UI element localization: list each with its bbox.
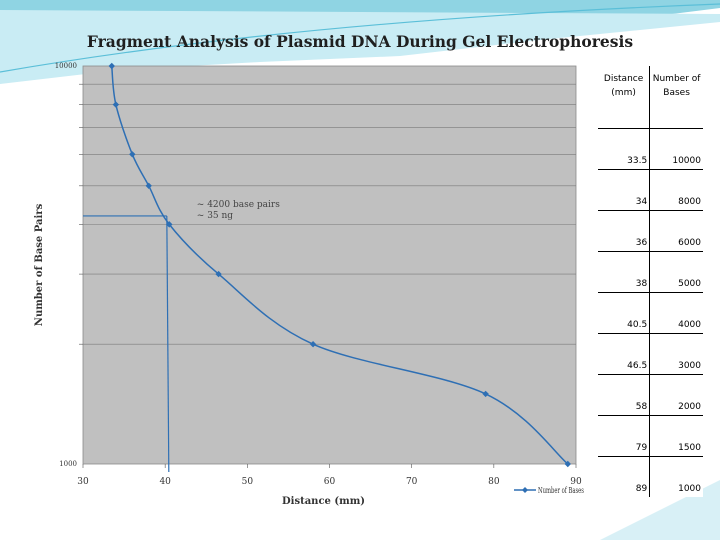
table-header-distance: Distance (mm): [598, 66, 650, 129]
table-cell-bases: 8000: [649, 169, 703, 211]
table-cell-bases: 2000: [649, 374, 703, 416]
legend-label: Number of Bases: [538, 486, 584, 496]
x-tick-label: 90: [570, 477, 582, 487]
table-header-row: Distance (mm) Number of Bases: [598, 66, 703, 129]
table-cell-distance: 89: [635, 484, 648, 494]
table-cell-distance: 46.5: [598, 333, 650, 375]
annotation-text: ~ 4200 base pairs: [197, 200, 280, 210]
table-cell-distance: 79: [598, 415, 650, 457]
table-cell-bases: 6000: [649, 210, 703, 252]
x-tick-label: 80: [488, 477, 500, 487]
table-row: 34 8000: [598, 169, 703, 211]
data-point: [112, 101, 120, 108]
reference-line-vertical: [166, 215, 170, 473]
x-tick-label: 70: [406, 477, 418, 487]
data-table: Distance (mm) Number of Bases 33.5 10000 3…: [598, 66, 703, 497]
decorative-wave-top-light: [0, 10, 720, 84]
table-cell-bases: 1000: [649, 456, 703, 497]
annotation-text: ~ 35 ng: [197, 211, 234, 221]
table-row: 40.5 4000: [598, 292, 703, 334]
table-cell-bases: 4000: [649, 292, 703, 334]
table-row: 58 2000: [598, 374, 703, 416]
y-tick-label: 1000: [59, 460, 77, 468]
table-cell-bases: 5000: [649, 251, 703, 293]
x-tick-label: 40: [159, 477, 171, 487]
table-cell-distance: 38: [598, 251, 650, 293]
table-cell-bases: 3000: [649, 333, 703, 375]
x-tick-label: 50: [242, 477, 254, 487]
legend-marker: [522, 487, 528, 493]
table-row: 38 5000: [598, 251, 703, 293]
x-axis-label: Distance (mm): [282, 496, 365, 507]
table-row: 33.5 10000: [598, 128, 703, 170]
table-row: 46.5 3000: [598, 333, 703, 375]
plot-area: [82, 65, 577, 465]
data-point: [215, 270, 222, 278]
data-point: [564, 460, 571, 468]
table-cell-distance: 33.5: [598, 128, 650, 170]
table-body: 33.5 10000 34 8000 36 6000 38 5000 40.5 4000 46.5 3…: [598, 128, 703, 497]
table-header-bases: Number of Bases: [649, 66, 703, 129]
table-cell-distance: 34: [598, 169, 650, 211]
table-cell-distance: 36: [598, 210, 650, 252]
table-cell-bases: 10000: [649, 128, 703, 170]
data-point: [108, 62, 115, 70]
x-tick-label: 60: [324, 477, 336, 487]
table-cell-distance: 40.5: [598, 292, 650, 334]
data-point: [482, 390, 489, 398]
table-row: 36 6000: [598, 210, 703, 252]
chart-title: Fragment Analysis of Plasmid DNA During …: [86, 32, 634, 51]
y-tick-label: 10000: [55, 62, 77, 70]
table-row: 79 1500: [598, 415, 703, 457]
x-tick-label: 30: [77, 477, 89, 487]
table-cell-bases: 1500: [649, 415, 703, 457]
data-point: [145, 182, 152, 190]
series-line: [111, 65, 569, 465]
data-point: [166, 221, 173, 228]
decorative-wave-line: [0, 3, 720, 73]
data-point: [129, 151, 136, 158]
table-row: 89 1000: [598, 456, 703, 497]
y-axis-label: Number of Base Pairs: [34, 203, 45, 326]
data-point: [309, 340, 317, 348]
table-cell-distance: 58: [598, 374, 650, 416]
